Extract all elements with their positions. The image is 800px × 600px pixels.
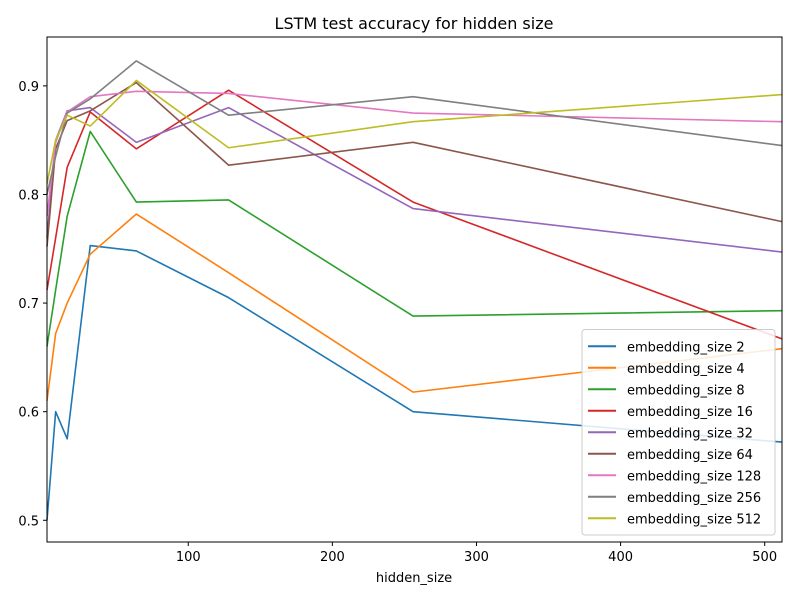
x-tick-label-0: 100 [176,550,201,565]
x-tick-label-3: 400 [608,550,633,565]
y-axis: 0.5 0.6 0.7 0.8 0.9 [18,80,47,529]
series-line-3 [46,89,783,340]
plot-lines [46,60,783,521]
series-line-0 [46,244,783,521]
legend-box [581,329,776,536]
legend-label-8: embedding_size 512 [627,512,761,527]
legend-label-2: embedding_size 8 [627,383,745,398]
y-tick-label-2: 0.7 [18,297,39,312]
series-line-7 [46,60,783,195]
legend-label-1: embedding_size 4 [627,362,745,377]
x-tick-label-2: 300 [464,550,489,565]
legend-label-3: embedding_size 16 [627,405,753,420]
chart-title: LSTM test accuracy for hidden size [275,14,554,33]
series-line-5 [46,81,783,247]
series-line-2 [46,130,783,347]
legend-label-4: embedding_size 32 [627,426,753,441]
y-tick-label-3: 0.8 [18,188,39,203]
y-tick-label-1: 0.6 [18,406,39,421]
legend-label-6: embedding_size 128 [627,469,761,484]
x-axis: 100 200 300 400 500 [176,542,777,565]
legend: embedding_size 2 embedding_size 4 embeddin… [581,329,776,536]
y-tick-label-0: 0.5 [18,514,39,529]
series-line-1 [46,213,783,401]
x-axis-label: hidden_size [376,571,452,586]
legend-label-7: embedding_size 256 [627,491,761,506]
x-tick-label-1: 200 [320,550,345,565]
plot-frame [46,36,783,543]
x-tick-label-4: 500 [752,550,777,565]
legend-label-0: embedding_size 2 [627,340,745,355]
y-tick-label-4: 0.9 [18,80,39,95]
series-line-8 [46,79,783,184]
legend-label-5: embedding_size 64 [627,448,753,463]
